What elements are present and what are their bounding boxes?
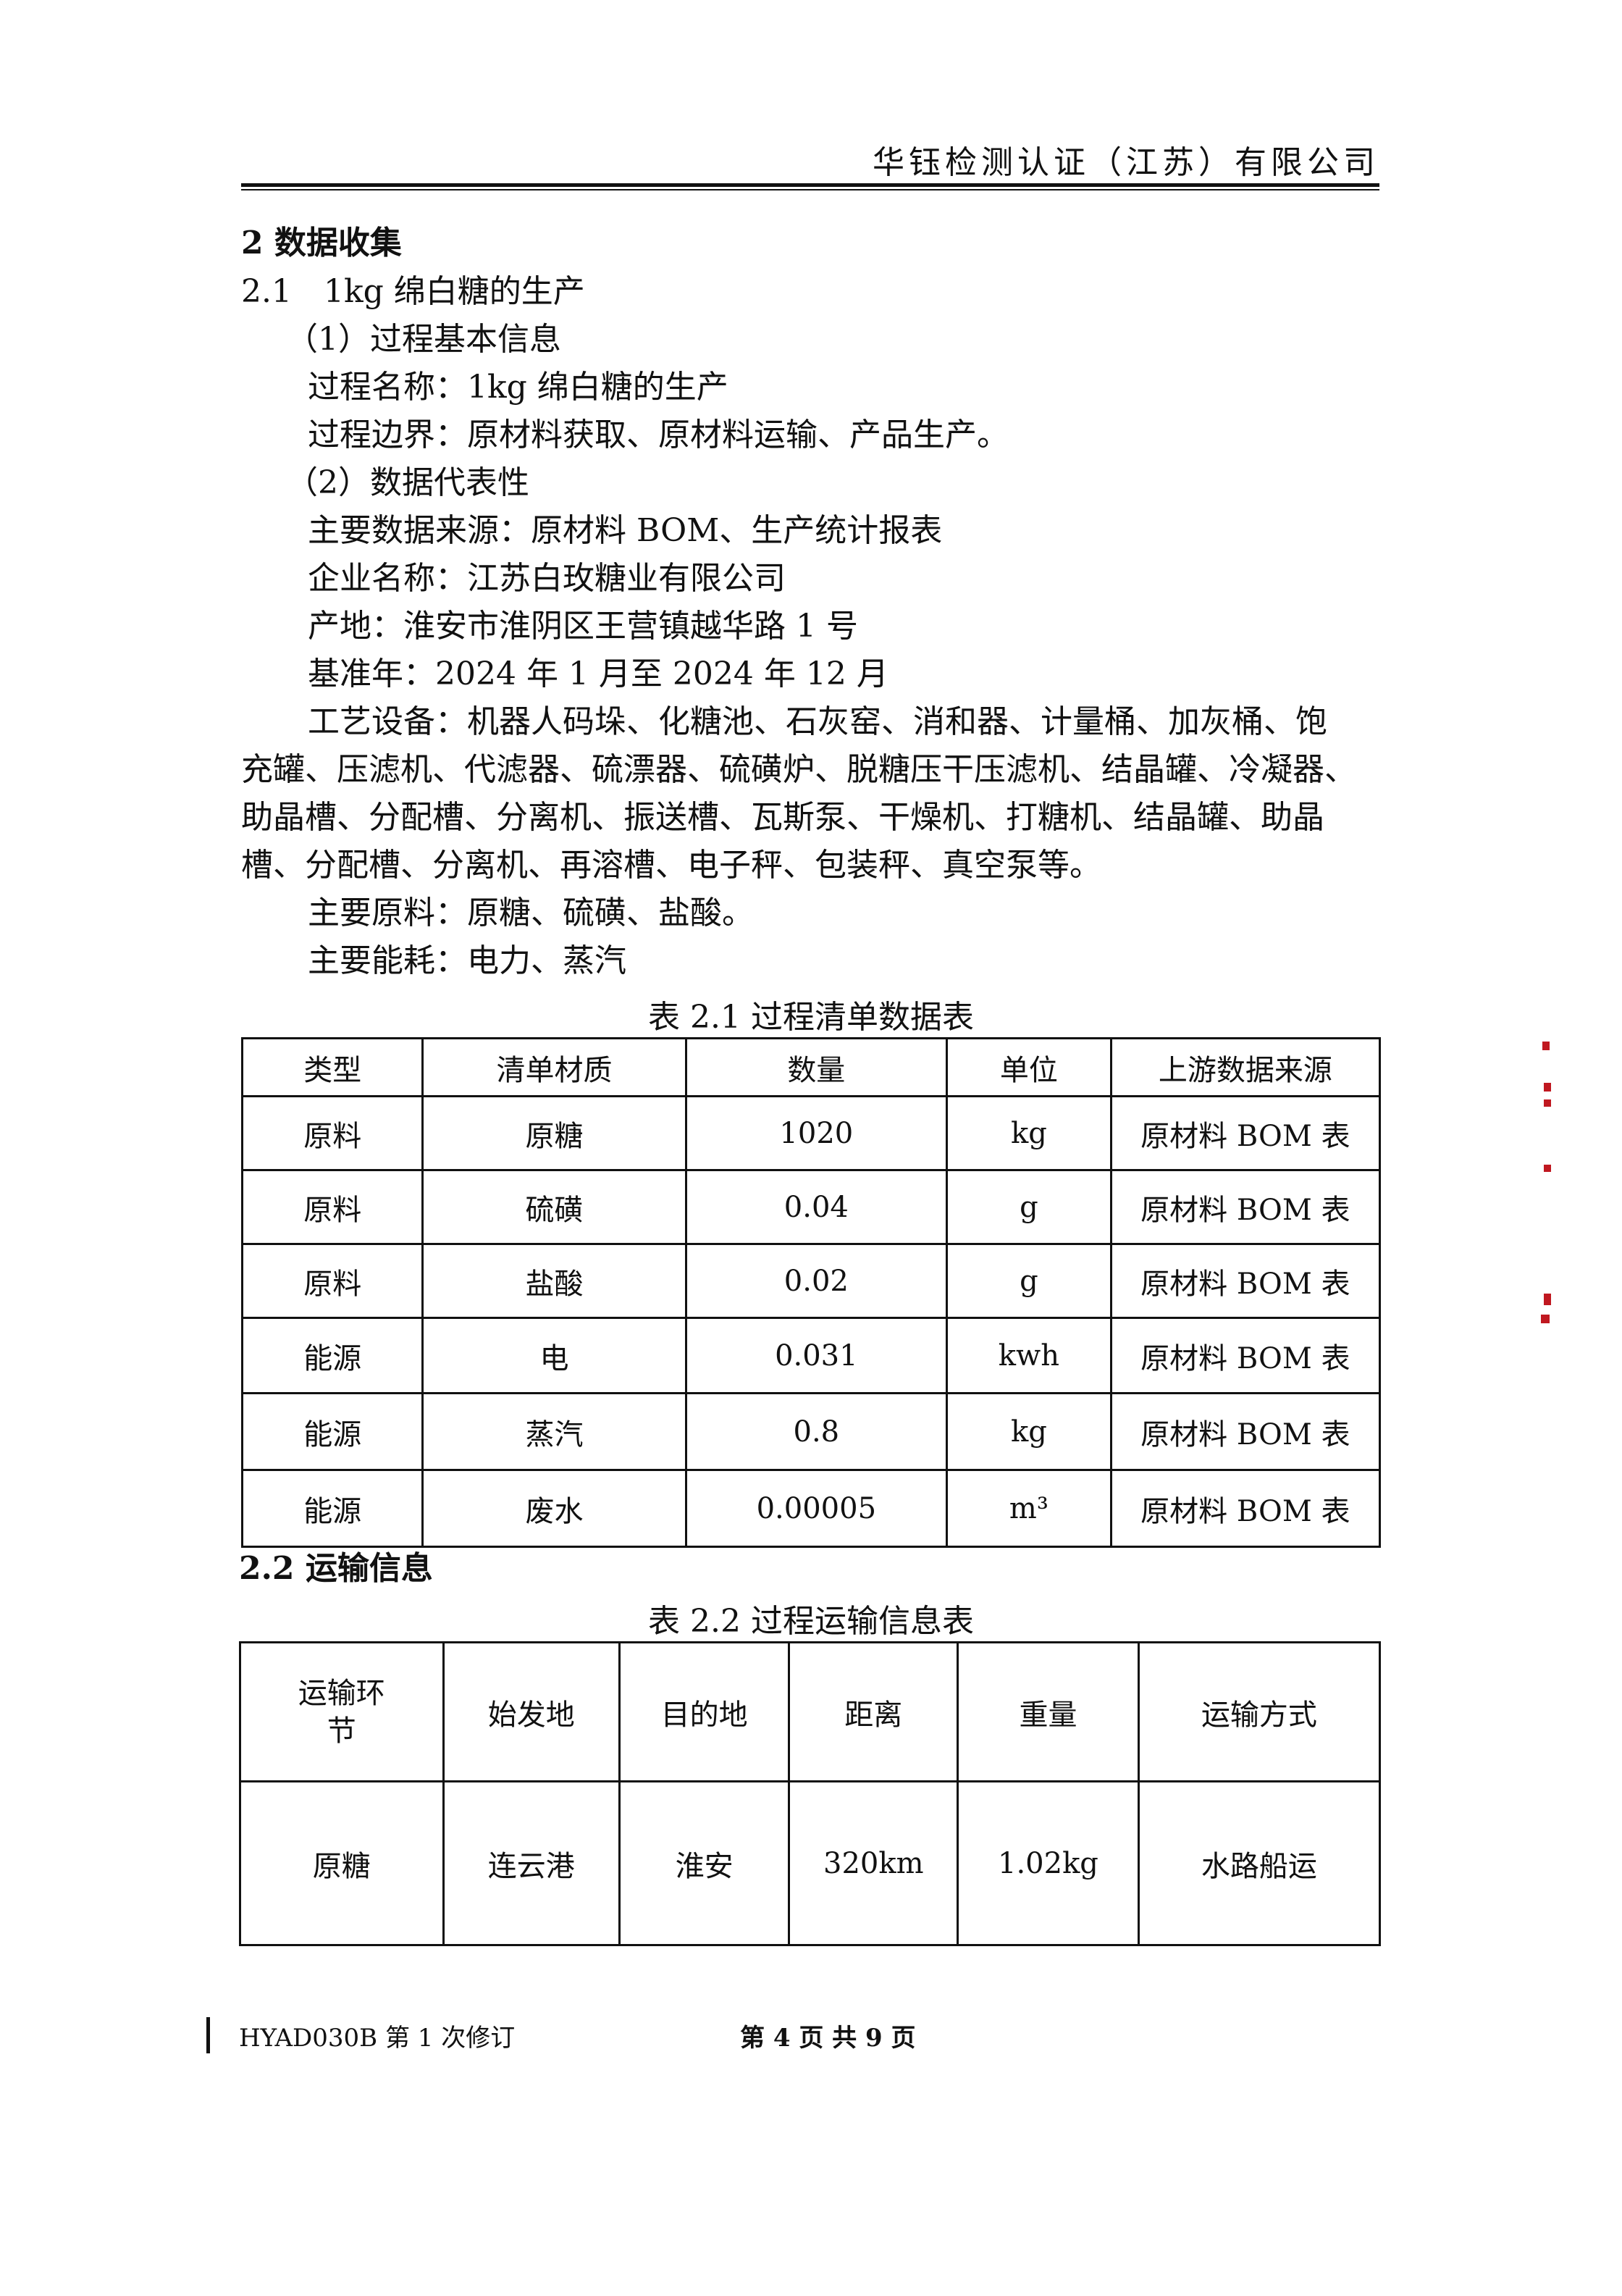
cell: m³: [946, 1469, 1112, 1548]
header-cell: 始发地: [442, 1641, 621, 1782]
cell: 0.04: [684, 1169, 949, 1245]
table-header-row: 运输环节 始发地 目的地 距离 重量 运输方式: [239, 1641, 1382, 1782]
process-boundary: 过程边界：原材料获取、原材料运输、产品生产。: [308, 416, 1009, 453]
cell: 能源: [240, 1392, 424, 1471]
cell: 320km: [788, 1780, 959, 1946]
subheading-basic-info: （1）过程基本信息: [286, 321, 561, 358]
company-name: 企业名称：江苏白玫糖业有限公司: [308, 560, 786, 597]
main-energy: 主要能耗：电力、蒸汽: [308, 942, 626, 979]
cell: 电: [421, 1317, 687, 1394]
cell: kg: [946, 1392, 1112, 1471]
header-cell: 单位: [946, 1037, 1112, 1097]
cell: 0.02: [684, 1243, 949, 1319]
data-source: 主要数据来源：原材料 BOM、生产统计报表: [308, 512, 943, 549]
cell: g: [946, 1243, 1112, 1319]
cell: 1020: [684, 1095, 949, 1171]
table1-caption: 表 2.1 过程清单数据表: [648, 999, 974, 1036]
header-cell: 运输方式: [1137, 1641, 1382, 1782]
header-cell: 运输环节: [239, 1641, 445, 1782]
cell: kwh: [946, 1317, 1112, 1394]
header-cell: 重量: [957, 1641, 1140, 1782]
footer-page-number: 第 4 页 共 9 页: [740, 2024, 916, 2053]
process-name: 过程名称：1kg 绵白糖的生产: [308, 369, 728, 406]
cell: 原材料 BOM 表: [1109, 1243, 1382, 1319]
cell: 原料: [240, 1095, 424, 1171]
section-2-heading: 2 数据收集: [241, 225, 402, 261]
header-company: 华钰检测认证（江苏）有限公司: [873, 144, 1379, 181]
cell: 0.031: [684, 1317, 949, 1394]
table-row: 原料 原糖 1020 kg 原材料 BOM 表: [240, 1095, 1382, 1171]
header-rule: [241, 183, 1379, 187]
header-cell: 数量: [684, 1037, 949, 1097]
header-cell: 清单材质: [421, 1037, 687, 1097]
header-rule-thin: [241, 189, 1379, 190]
table-row: 原料 盐酸 0.02 g 原材料 BOM 表: [240, 1243, 1382, 1319]
cell: 0.8: [684, 1392, 949, 1471]
header-cell: 距离: [788, 1641, 959, 1782]
location: 产地：淮安市淮阴区王营镇越华路 1 号: [308, 608, 858, 645]
cell: 淮安: [618, 1780, 791, 1946]
section-2-1-heading: 2.1 1kg 绵白糖的生产: [241, 273, 585, 310]
header-cell: 上游数据来源: [1109, 1037, 1382, 1097]
section-2-2-heading: 2.2 运输信息: [239, 1550, 433, 1587]
cell: 原料: [240, 1169, 424, 1245]
cell: g: [946, 1169, 1112, 1245]
table-header-row: 类型 清单材质 数量 单位 上游数据来源: [240, 1037, 1382, 1097]
table2-caption: 表 2.2 过程运输信息表: [648, 1603, 974, 1640]
table-row: 原糖 连云港 淮安 320km 1.02kg 水路船运: [239, 1780, 1382, 1946]
equipment-line: 充罐、压滤机、代滤器、硫漂器、硫磺炉、脱糖压干压滤机、结晶罐、冷凝器、: [241, 751, 1356, 788]
base-year: 基准年：2024 年 1 月至 2024 年 12 月: [308, 655, 888, 692]
cell: 能源: [240, 1469, 424, 1548]
transport-info-table: 运输环节 始发地 目的地 距离 重量 运输方式 原糖 连云港 淮安 320km …: [239, 1641, 1382, 1946]
cell: 原材料 BOM 表: [1109, 1095, 1382, 1171]
table-row: 能源 蒸汽 0.8 kg 原材料 BOM 表: [240, 1392, 1382, 1471]
cell: 原材料 BOM 表: [1109, 1317, 1382, 1394]
cell: 原材料 BOM 表: [1109, 1392, 1382, 1471]
cell: 原材料 BOM 表: [1109, 1469, 1382, 1548]
footer-doc-code: HYAD030B 第 1 次修订: [239, 2024, 516, 2053]
cell: 原料: [240, 1243, 424, 1319]
cell: kg: [946, 1095, 1112, 1171]
table-row: 原料 硫磺 0.04 g 原材料 BOM 表: [240, 1169, 1382, 1245]
cell: 蒸汽: [421, 1392, 687, 1471]
cell: 废水: [421, 1469, 687, 1548]
header-cell: 类型: [240, 1037, 424, 1097]
cell: 硫磺: [421, 1169, 687, 1245]
footer-bar: [206, 2017, 210, 2053]
cell: 原材料 BOM 表: [1109, 1169, 1382, 1245]
process-inventory-table: 类型 清单材质 数量 单位 上游数据来源 原料 原糖 1020 kg 原材料 BOM 表…: [240, 1037, 1382, 1548]
cell: 0.00005: [684, 1469, 949, 1548]
equipment-line: 助晶槽、分配槽、分离机、振送槽、瓦斯泵、干燥机、打糖机、结晶罐、助晶: [241, 799, 1324, 836]
cell: 1.02kg: [957, 1780, 1140, 1946]
subheading-representativeness: （2）数据代表性: [286, 464, 529, 501]
table-row: 能源 废水 0.00005 m³ 原材料 BOM 表: [240, 1469, 1382, 1548]
table-row: 能源电 0.031 kwh 原材料 BOM 表: [240, 1317, 1382, 1394]
cell: 盐酸: [421, 1243, 687, 1319]
equipment-line: 工艺设备：机器人码垛、化糖池、石灰窑、消和器、计量桶、加灰桶、饱: [308, 703, 1327, 740]
cell: 原糖: [239, 1780, 445, 1946]
cell: 能源: [240, 1317, 424, 1394]
cell: 原糖: [421, 1095, 687, 1171]
cell: 水路船运: [1137, 1780, 1382, 1946]
main-materials: 主要原料：原糖、硫磺、盐酸。: [308, 894, 754, 931]
cell: 连云港: [442, 1780, 621, 1946]
header-cell: 目的地: [618, 1641, 791, 1782]
equipment-line: 槽、分配槽、分离机、再溶槽、电子秤、包装秤、真空泵等。: [241, 847, 1101, 884]
